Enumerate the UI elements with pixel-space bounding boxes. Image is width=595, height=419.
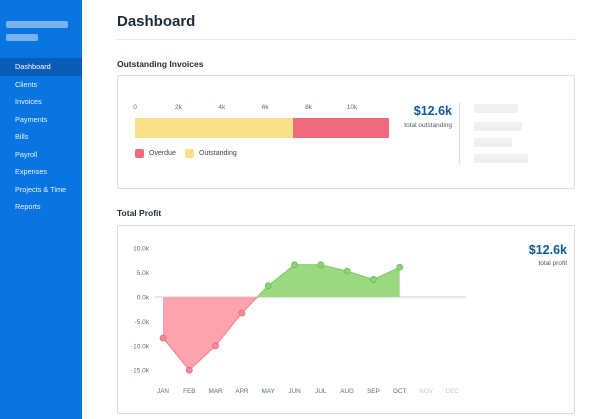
logo-placeholder: [6, 21, 68, 28]
y-tick-label: 0.0k: [137, 295, 150, 302]
x-tick-label: DEC: [446, 388, 460, 395]
y-tick-label: 10.0k: [133, 246, 150, 253]
x-tick-label: AUG: [340, 388, 354, 395]
profit-point-jun[interactable]: [291, 261, 298, 269]
skeleton-line: [474, 154, 528, 163]
y-tick-label: -10.0k: [131, 343, 150, 350]
total-outstanding-amount: $12.6k: [413, 104, 452, 118]
sidebar-item-reports[interactable]: Reports: [15, 202, 41, 211]
sidebar-item-invoices[interactable]: Invoices: [15, 97, 42, 106]
x-tick-label: OCT: [393, 388, 406, 395]
x-tick-label: FEB: [183, 388, 195, 395]
outstanding-swatch: [185, 149, 194, 158]
profit-point-jul[interactable]: [317, 261, 325, 269]
total-profit-chart: 10.0k 5.0k 0.0k -5.0k -10.0k -15.0k JAN FEB MAR A…: [131, 246, 466, 395]
x-tick-label: 4k: [218, 104, 226, 111]
total-profit-label: total profit: [538, 260, 567, 267]
profit-point-mar[interactable]: [212, 342, 219, 350]
legend-overdue[interactable]: Overdue: [135, 149, 176, 158]
profit-point-oct[interactable]: [396, 263, 404, 271]
x-tick-label: 0: [133, 104, 137, 111]
main-content: Dashboard Outstanding Invoices 0 2k 4k 6k 8k…: [82, 0, 595, 419]
sidebar-item-payments[interactable]: Payments: [15, 114, 48, 124]
x-tick-label: 8k: [305, 104, 313, 111]
profit-point-feb[interactable]: [185, 366, 193, 374]
sidebar-item-bills[interactable]: Bills: [15, 132, 29, 141]
x-tick-label: NOV: [419, 388, 433, 395]
sidebar-item-payroll[interactable]: Payroll: [15, 149, 38, 159]
skeleton-line: [474, 122, 522, 131]
total-profit-amount: $12.6k: [528, 243, 567, 257]
outstanding-invoices-title: Outstanding Invoices: [117, 59, 204, 69]
x-tick-label: MAR: [209, 388, 223, 395]
sidebar: Dashboard Clients Invoices Payments Bill…: [0, 0, 82, 419]
sidebar-nav: Dashboard Clients Invoices Payments Bill…: [0, 58, 82, 216]
x-tick-label: 10k: [346, 104, 358, 111]
sidebar-item-expenses[interactable]: Expenses: [15, 167, 48, 176]
sidebar-item-projects-time[interactable]: Projects & Time: [15, 184, 67, 194]
profit-point-apr[interactable]: [238, 309, 246, 317]
x-tick-label: 6k: [261, 104, 269, 111]
total-profit-card: 10.0k 5.0k 0.0k -5.0k -10.0k -15.0k JAN FEB MAR A…: [117, 225, 575, 414]
profit-point-may[interactable]: [264, 282, 272, 290]
x-tick-label: 2k: [174, 104, 182, 111]
y-tick-label: -15.0k: [131, 368, 150, 375]
x-tick-label: JAN: [157, 388, 169, 395]
sidebar-item-dashboard[interactable]: Dashboard: [0, 58, 82, 76]
x-tick-label: JUN: [288, 388, 301, 395]
x-tick-label: JUL: [315, 388, 327, 395]
card-divider: [459, 102, 460, 164]
profit-point-aug[interactable]: [343, 267, 351, 275]
x-tick-label: MAY: [262, 388, 276, 395]
legend-overdue-label: Overdue: [149, 150, 176, 157]
y-tick-label: 5.0k: [137, 270, 150, 277]
sidebar-item-clients[interactable]: Clients: [15, 79, 38, 89]
profit-point-jan[interactable]: [159, 334, 167, 342]
overdue-swatch: [135, 149, 144, 158]
profit-negative-area: [163, 297, 258, 371]
title-divider: [117, 39, 575, 40]
x-tick-label: SEP: [367, 388, 380, 395]
skeleton-line: [474, 138, 512, 147]
total-outstanding-label: total outstanding: [404, 122, 452, 129]
skeleton-line: [474, 104, 518, 113]
profit-point-sep[interactable]: [369, 276, 377, 283]
page-title: Dashboard: [117, 13, 196, 30]
invoice-bar-overdue[interactable]: [293, 118, 389, 138]
invoice-bar-outstanding[interactable]: [135, 118, 294, 138]
total-profit-title: Total Profit: [117, 208, 162, 218]
legend-outstanding-label: Outstanding: [199, 150, 237, 157]
y-tick-label: -5.0k: [135, 319, 150, 326]
logo-placeholder-secondary: [6, 34, 38, 41]
x-tick-label: APR: [235, 388, 248, 395]
legend-outstanding[interactable]: Outstanding: [185, 149, 237, 158]
profit-positive-area: [257, 264, 400, 297]
outstanding-invoices-card: 0 2k 4k 6k 8k 10k Overdue Outstanding $12.6k …: [117, 75, 575, 189]
